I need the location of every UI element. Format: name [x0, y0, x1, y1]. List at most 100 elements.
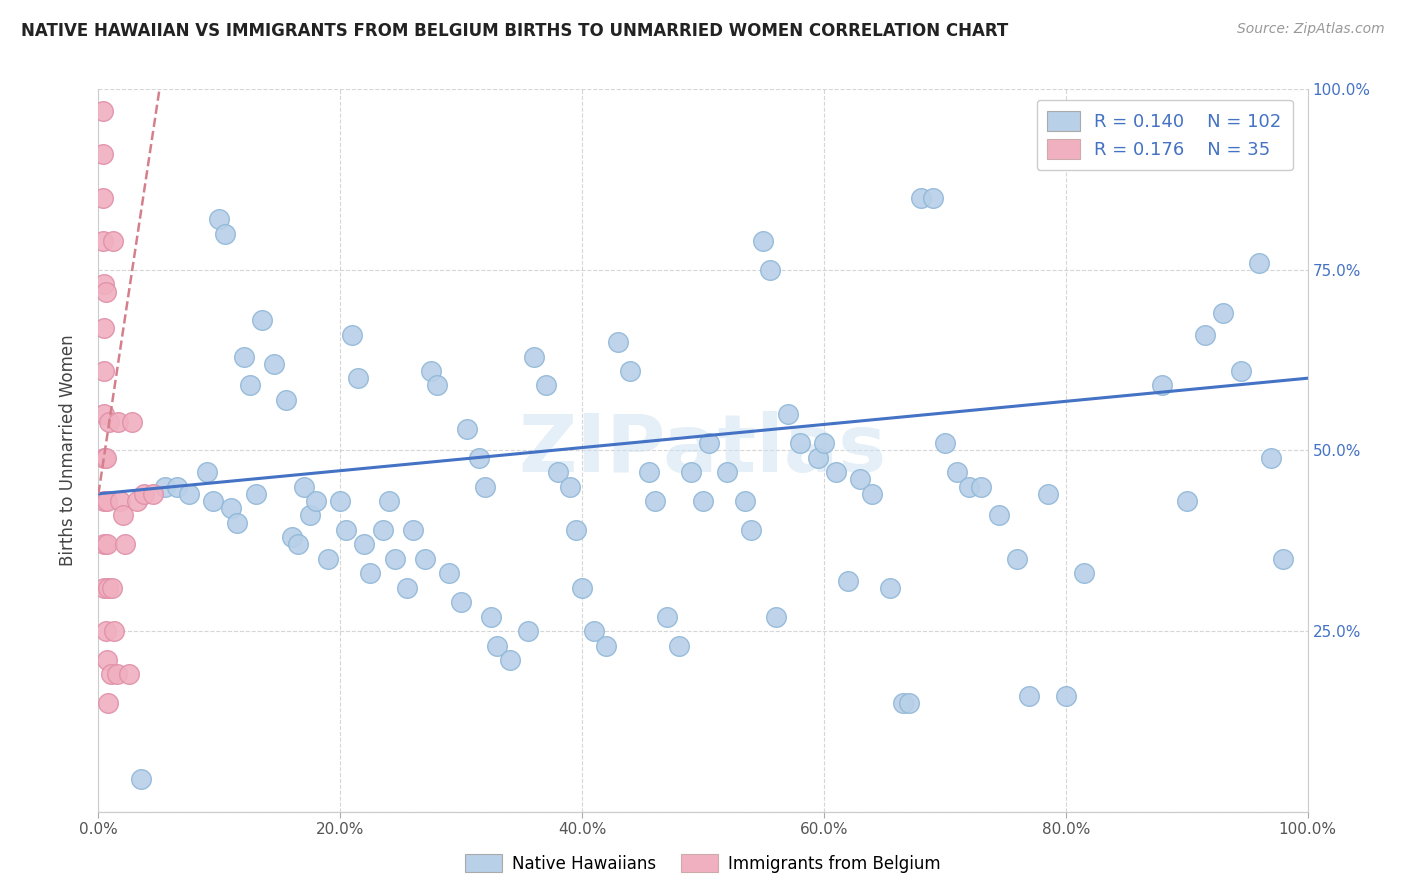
- Point: [100, 667, 122, 681]
- Point: [988, 508, 1011, 523]
- Point: [970, 480, 993, 494]
- Point: [1272, 551, 1295, 566]
- Point: [516, 624, 538, 639]
- Point: [420, 364, 443, 378]
- Point: [879, 581, 901, 595]
- Point: [1133, 119, 1156, 133]
- Point: [208, 212, 231, 227]
- Point: [93, 494, 115, 508]
- Point: [377, 494, 399, 508]
- Point: [91, 234, 114, 248]
- Point: [93, 277, 115, 292]
- Point: [1194, 327, 1216, 342]
- Point: [353, 537, 375, 551]
- Point: [96, 494, 118, 508]
- Point: [195, 465, 218, 479]
- Point: [221, 501, 243, 516]
- Point: [583, 624, 606, 639]
- Point: [274, 392, 297, 407]
- Point: [121, 415, 143, 429]
- Point: [118, 667, 141, 681]
- Point: [692, 494, 714, 508]
- Point: [1073, 566, 1095, 581]
- Text: NATIVE HAWAIIAN VS IMMIGRANTS FROM BELGIUM BIRTHS TO UNMARRIED WOMEN CORRELATION: NATIVE HAWAIIAN VS IMMIGRANTS FROM BELGI…: [21, 22, 1008, 40]
- Point: [299, 508, 322, 523]
- Point: [281, 530, 304, 544]
- Point: [93, 537, 115, 551]
- Point: [807, 450, 830, 465]
- Point: [426, 378, 449, 392]
- Point: [1007, 551, 1029, 566]
- Point: [166, 480, 188, 494]
- Point: [637, 465, 659, 479]
- Point: [437, 566, 460, 581]
- Point: [202, 494, 225, 508]
- Point: [179, 487, 201, 501]
- Point: [107, 415, 129, 429]
- Point: [103, 624, 125, 639]
- Point: [789, 436, 811, 450]
- Point: [93, 364, 115, 378]
- Point: [329, 494, 352, 508]
- Point: [413, 551, 436, 566]
- Point: [758, 262, 780, 277]
- Point: [93, 581, 115, 595]
- Legend: Native Hawaiians, Immigrants from Belgium: Native Hawaiians, Immigrants from Belgiu…: [458, 847, 948, 880]
- Point: [91, 147, 114, 161]
- Point: [734, 494, 756, 508]
- Point: [263, 357, 285, 371]
- Point: [93, 450, 115, 465]
- Point: [571, 581, 593, 595]
- Point: [335, 523, 357, 537]
- Point: [595, 639, 617, 653]
- Point: [740, 523, 762, 537]
- Point: [292, 480, 315, 494]
- Point: [101, 234, 124, 248]
- Point: [468, 450, 491, 465]
- Point: [897, 696, 920, 710]
- Point: [287, 537, 309, 551]
- Point: [1152, 378, 1174, 392]
- Point: [94, 624, 117, 639]
- Point: [891, 696, 914, 710]
- Point: [1175, 494, 1198, 508]
- Point: [498, 653, 520, 667]
- Point: [486, 639, 509, 653]
- Point: [93, 320, 115, 334]
- Point: [607, 334, 630, 349]
- Point: [1260, 450, 1282, 465]
- Point: [384, 551, 406, 566]
- Point: [558, 480, 581, 494]
- Point: [1212, 306, 1234, 320]
- Point: [1109, 119, 1132, 133]
- Point: [456, 422, 478, 436]
- Point: [305, 494, 328, 508]
- Point: [1018, 689, 1040, 703]
- Point: [946, 465, 969, 479]
- Point: [957, 480, 980, 494]
- Point: [100, 581, 122, 595]
- Point: [114, 537, 136, 551]
- Point: [97, 696, 120, 710]
- Point: [1036, 487, 1059, 501]
- Point: [534, 378, 557, 392]
- Point: [716, 465, 738, 479]
- Point: [849, 472, 872, 486]
- Point: [239, 378, 262, 392]
- Point: [547, 465, 569, 479]
- Point: [105, 667, 128, 681]
- Point: [214, 227, 236, 241]
- Point: [91, 103, 114, 118]
- Point: [134, 487, 156, 501]
- Point: [93, 407, 115, 421]
- Point: [619, 364, 641, 378]
- Point: [813, 436, 835, 450]
- Point: [1054, 689, 1077, 703]
- Point: [481, 609, 503, 624]
- Point: [111, 508, 134, 523]
- Point: [108, 494, 131, 508]
- Point: [565, 523, 588, 537]
- Point: [402, 523, 425, 537]
- Point: [752, 234, 775, 248]
- Text: Source: ZipAtlas.com: Source: ZipAtlas.com: [1237, 22, 1385, 37]
